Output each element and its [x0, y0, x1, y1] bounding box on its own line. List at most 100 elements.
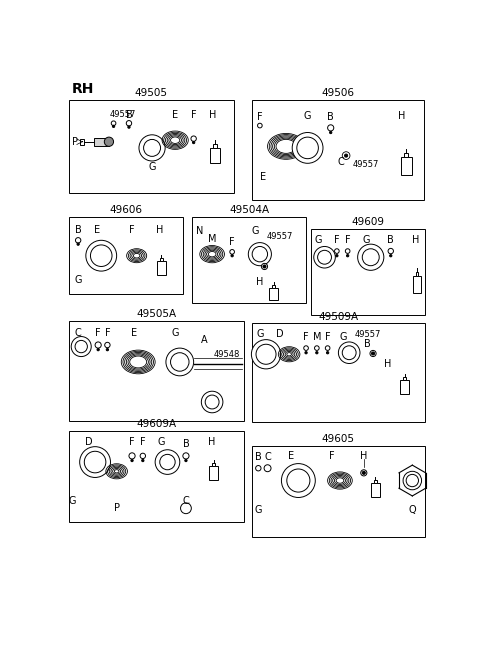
Bar: [416, 272, 418, 276]
Text: E: E: [260, 172, 266, 182]
Text: P: P: [72, 137, 78, 147]
Text: 49548: 49548: [214, 350, 240, 359]
Circle shape: [258, 123, 262, 128]
Bar: [400, 380, 409, 394]
Circle shape: [71, 337, 91, 356]
Text: D: D: [85, 437, 93, 447]
Circle shape: [142, 459, 144, 462]
Text: 49505A: 49505A: [137, 309, 177, 319]
Text: C: C: [75, 328, 82, 338]
Text: 49506: 49506: [321, 88, 354, 98]
Text: E: E: [94, 225, 100, 234]
Text: F: F: [105, 328, 110, 338]
Text: 49609: 49609: [351, 217, 384, 227]
Text: M: M: [312, 332, 321, 343]
Text: H: H: [156, 225, 164, 234]
Text: H: H: [360, 451, 368, 461]
Text: H: H: [209, 110, 216, 120]
Text: G: G: [252, 226, 259, 236]
Bar: [403, 377, 406, 380]
Circle shape: [126, 121, 132, 126]
Text: D: D: [276, 329, 284, 339]
Text: F: F: [229, 237, 235, 247]
Text: G: G: [74, 275, 82, 286]
Circle shape: [183, 453, 189, 459]
Circle shape: [248, 242, 271, 266]
Circle shape: [390, 255, 392, 257]
Circle shape: [342, 346, 356, 360]
Text: G: G: [256, 329, 264, 339]
Circle shape: [256, 345, 276, 364]
Text: F: F: [191, 110, 196, 120]
Circle shape: [264, 465, 271, 472]
Circle shape: [205, 395, 219, 409]
Text: G: G: [304, 111, 312, 121]
Circle shape: [140, 453, 145, 458]
Text: B: B: [126, 110, 132, 120]
Text: H: H: [412, 235, 419, 246]
Bar: [212, 463, 215, 466]
Circle shape: [314, 246, 336, 268]
Bar: [404, 153, 408, 157]
Circle shape: [90, 245, 112, 267]
Text: H: H: [384, 358, 391, 369]
Text: F: F: [96, 328, 101, 338]
Text: G: G: [148, 162, 156, 172]
Text: A: A: [201, 335, 208, 345]
Text: B: B: [387, 235, 394, 246]
Circle shape: [97, 348, 99, 351]
Circle shape: [166, 348, 193, 376]
Circle shape: [318, 250, 332, 264]
Text: 49505: 49505: [135, 88, 168, 98]
Circle shape: [201, 391, 223, 413]
Text: 49509A: 49509A: [318, 312, 359, 322]
Circle shape: [335, 249, 339, 253]
Circle shape: [252, 340, 281, 369]
Text: C: C: [264, 453, 271, 462]
Circle shape: [180, 503, 192, 514]
Circle shape: [131, 459, 133, 462]
Text: B: B: [255, 453, 262, 462]
Circle shape: [330, 132, 332, 134]
Circle shape: [325, 346, 330, 350]
Bar: [269, 288, 278, 301]
Text: 49605: 49605: [322, 434, 355, 444]
Text: 49557: 49557: [354, 329, 381, 339]
Bar: [192, 217, 306, 303]
Text: B: B: [364, 339, 371, 349]
Bar: [80, 139, 84, 145]
Circle shape: [388, 248, 394, 253]
Text: G: G: [68, 496, 76, 506]
Bar: [252, 100, 424, 200]
Circle shape: [86, 240, 117, 271]
Text: 49557: 49557: [110, 110, 136, 119]
Circle shape: [129, 453, 135, 459]
Bar: [69, 100, 234, 193]
Circle shape: [256, 466, 261, 471]
Text: B: B: [182, 439, 189, 449]
Text: F: F: [334, 235, 340, 246]
Text: F: F: [129, 437, 135, 447]
Circle shape: [370, 350, 376, 356]
Text: F: F: [140, 437, 145, 447]
Circle shape: [316, 352, 318, 354]
Bar: [157, 261, 166, 275]
Bar: [374, 480, 377, 483]
Text: G: G: [314, 235, 322, 246]
Bar: [371, 483, 380, 496]
Text: E: E: [131, 328, 137, 338]
Circle shape: [292, 132, 323, 163]
Circle shape: [231, 255, 233, 257]
Text: M: M: [208, 234, 216, 244]
Circle shape: [230, 250, 234, 254]
Circle shape: [170, 353, 189, 371]
Bar: [209, 466, 218, 479]
Text: P: P: [114, 503, 120, 514]
Circle shape: [80, 447, 110, 477]
Bar: [214, 144, 217, 147]
Circle shape: [304, 346, 308, 350]
Bar: [69, 321, 244, 421]
Bar: [413, 276, 421, 293]
Text: N: N: [196, 226, 204, 236]
Circle shape: [185, 459, 187, 462]
